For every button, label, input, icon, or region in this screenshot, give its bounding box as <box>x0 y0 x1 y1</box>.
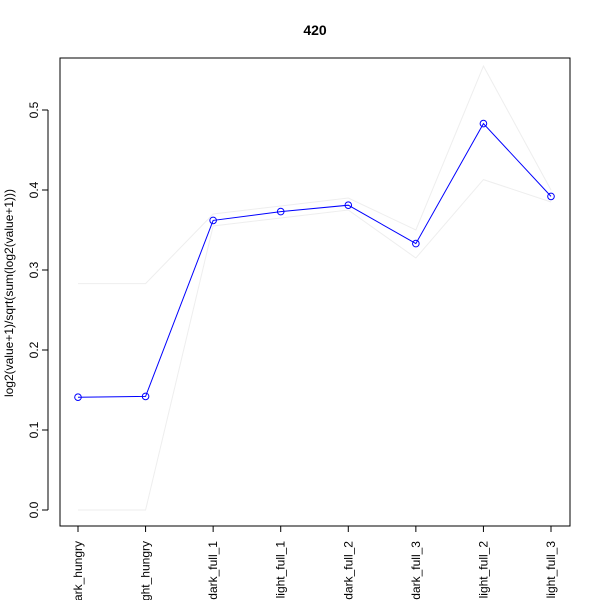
plot-frame <box>59 57 571 527</box>
data-point <box>479 119 488 128</box>
y-tick-label: 0.3 <box>27 261 41 278</box>
data-point <box>74 393 82 402</box>
series-line <box>78 64 552 285</box>
x-axis: dark_hungry light_hungry dark_full_1 light_… <box>71 525 558 600</box>
y-axis-label: log2(value+1)/sqrt(sum(log2(value+1))) <box>2 189 16 397</box>
series-line <box>78 179 552 511</box>
x-tick-label: dark_full_2 <box>341 541 355 600</box>
y-tick-label: 0.0 <box>27 501 41 518</box>
series-line <box>77 122 552 398</box>
x-tick-label: light_full_1 <box>274 541 288 599</box>
x-tick-label: dark_hungry <box>71 541 85 600</box>
x-tick-label: light_full_2 <box>476 541 490 599</box>
y-tick-label: 0.2 <box>27 341 41 358</box>
y-tick-label: 0.5 <box>27 101 41 118</box>
x-tick-label: light_hungry <box>139 541 153 600</box>
y-tick-label: 0.1 <box>27 421 41 438</box>
data-point <box>344 201 353 209</box>
series-layer <box>74 64 555 511</box>
x-tick-label: dark_full_3 <box>409 541 423 600</box>
chart-title: 420 <box>303 22 327 38</box>
x-tick-label: light_full_3 <box>544 541 558 599</box>
x-tick-label: dark_full_1 <box>206 541 220 600</box>
data-point <box>412 239 420 248</box>
data-point <box>276 207 285 216</box>
y-tick-label: 0.4 <box>27 181 41 198</box>
data-point <box>547 192 555 201</box>
data-point <box>141 392 150 401</box>
y-axis: 0.0 0.1 0.2 0.3 0.4 0.5 <box>27 101 49 518</box>
data-point <box>209 216 217 225</box>
